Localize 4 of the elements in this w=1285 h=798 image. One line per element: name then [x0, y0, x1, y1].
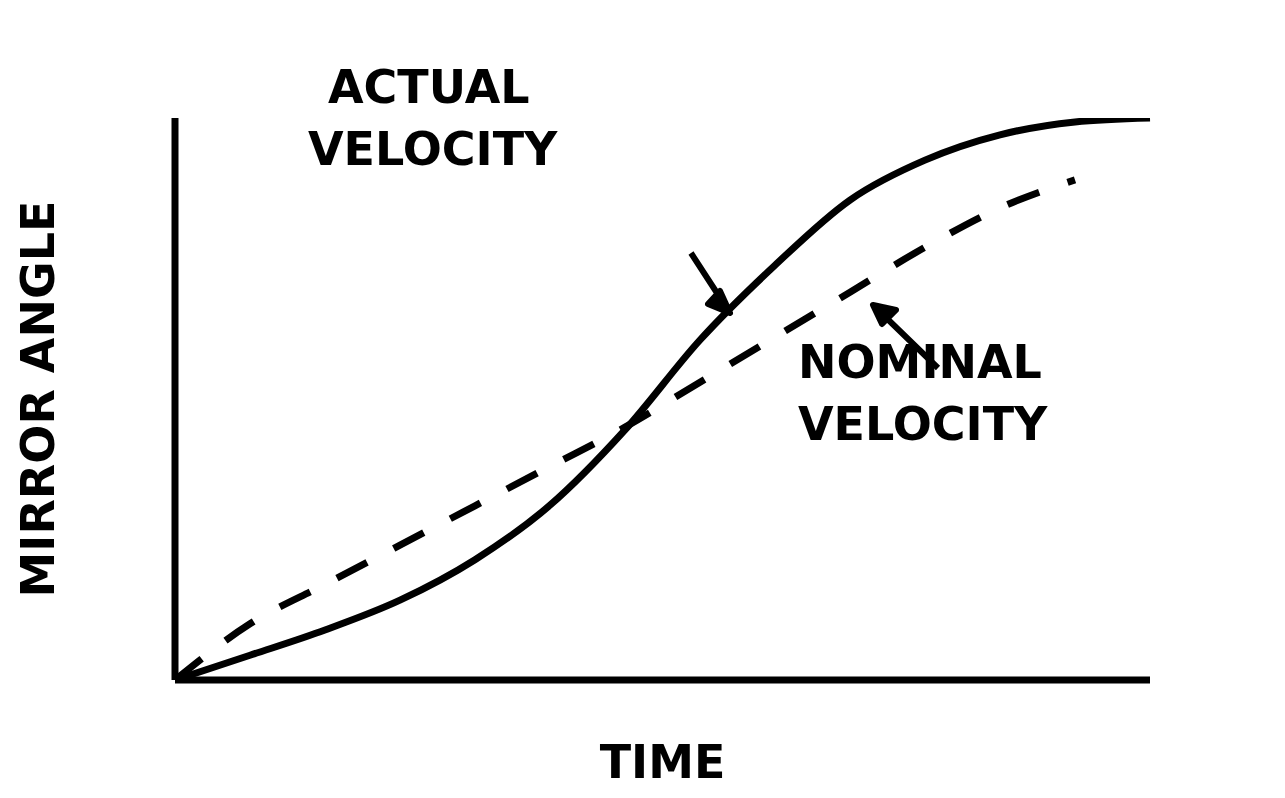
x-axis-title: TIME [599, 735, 726, 789]
annotation: ACTUAL VELOCITY [308, 60, 559, 176]
annotation: NOMINAL VELOCITY [798, 335, 1049, 451]
y-axis-title: MIRROR ANGLE [11, 200, 66, 598]
